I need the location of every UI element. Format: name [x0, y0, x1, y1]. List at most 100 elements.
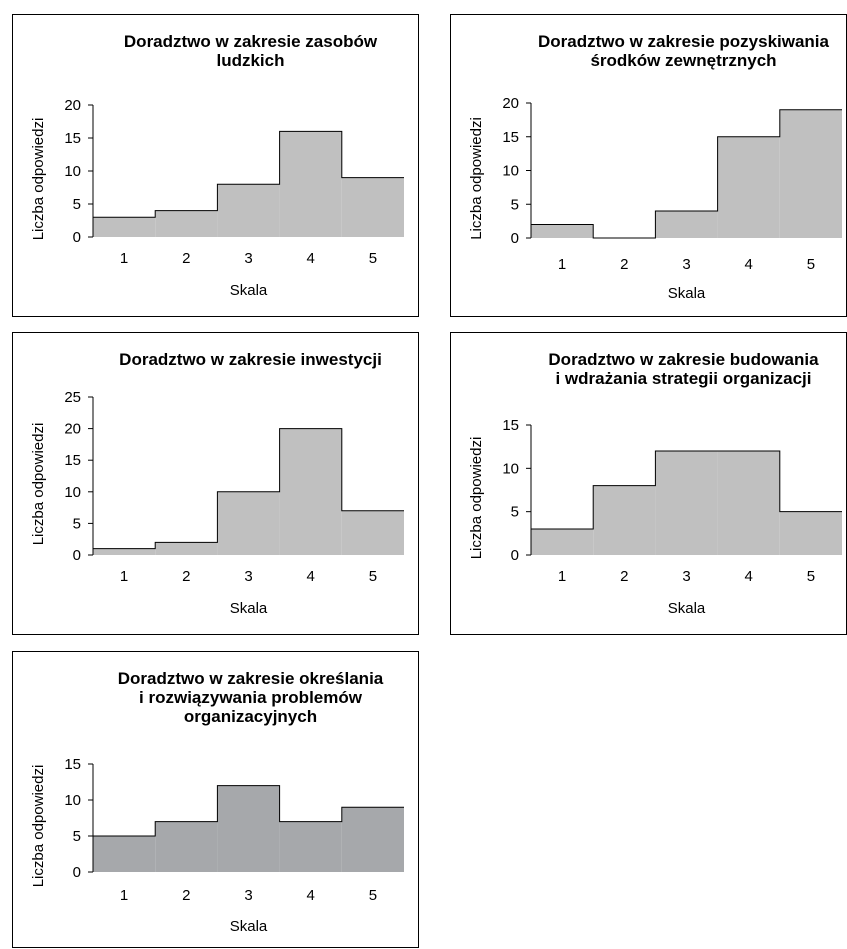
y-tick-label: 15	[502, 129, 519, 146]
y-tick-label: 0	[73, 229, 81, 246]
bar	[93, 836, 156, 872]
chart-panel-strategy: Doradztwo w zakresie budowania i wdrażani…	[450, 332, 847, 635]
chart-title: organizacyjnych	[184, 707, 317, 726]
x-axis-label: Skala	[230, 918, 268, 935]
y-tick-label: 25	[64, 389, 81, 406]
bar-outline	[531, 450, 842, 530]
x-tick-label: 2	[620, 256, 628, 273]
chart-title: Doradztwo w zakresie określania	[118, 669, 384, 688]
x-tick-label: 3	[682, 256, 690, 273]
y-tick-label: 15	[64, 452, 81, 469]
chart-title: ludzkich	[216, 51, 284, 70]
x-tick-label: 4	[745, 256, 753, 273]
x-tick-label: 1	[558, 568, 566, 585]
x-tick-label: 1	[120, 887, 128, 904]
x-tick-label: 1	[558, 256, 566, 273]
x-tick-label: 3	[682, 568, 690, 585]
x-tick-label: 4	[745, 568, 753, 585]
bar-outline	[531, 109, 842, 239]
bar-outline	[93, 130, 404, 218]
y-tick-label: 5	[73, 828, 81, 845]
bar-outline	[93, 785, 404, 837]
chart-panel-human-resources: Doradztwo w zakresie zasobów ludzkich 0 5 10…	[12, 14, 419, 317]
y-tick-label: 5	[511, 196, 519, 213]
chart-title: Doradztwo w zakresie zasobów	[124, 32, 378, 51]
x-tick-label: 3	[244, 568, 252, 585]
bar	[217, 785, 280, 872]
x-tick-label: 4	[307, 887, 315, 904]
bar-outline	[93, 428, 404, 550]
y-tick-label: 10	[64, 163, 81, 180]
x-tick-label: 2	[182, 887, 190, 904]
bar	[655, 451, 718, 555]
y-tick-label: 0	[511, 547, 519, 564]
bar	[717, 136, 780, 238]
x-axis-label: Skala	[230, 282, 268, 299]
y-tick-label: 10	[64, 792, 81, 809]
x-tick-label: 5	[807, 256, 815, 273]
y-tick-label: 5	[73, 515, 81, 532]
chart-panel-external-funds: Doradztwo w zakresie pozyskiwania środków…	[450, 14, 847, 317]
bar	[531, 224, 594, 238]
bar	[93, 548, 156, 555]
bar	[279, 821, 342, 872]
y-tick-label: 20	[64, 97, 81, 114]
y-tick-label: 5	[73, 196, 81, 213]
y-tick-label: 0	[511, 230, 519, 247]
bar	[341, 807, 404, 872]
y-tick-label: 15	[502, 417, 519, 434]
x-axis-label: Skala	[668, 600, 706, 617]
bar	[779, 511, 842, 555]
x-axis-label: Skala	[230, 600, 268, 617]
chart-title: Doradztwo w zakresie pozyskiwania	[538, 32, 830, 51]
chart-title: środków zewnętrznych	[590, 51, 776, 70]
x-tick-label: 1	[120, 568, 128, 585]
y-axis-label: Liczba odpowiedzi	[30, 765, 47, 888]
y-tick-label: 15	[64, 756, 81, 773]
bar	[717, 451, 780, 555]
x-tick-label: 4	[307, 250, 315, 267]
bar	[593, 485, 656, 555]
x-tick-label: 4	[307, 568, 315, 585]
y-tick-label: 0	[73, 864, 81, 881]
y-tick-label: 5	[511, 504, 519, 521]
bar	[341, 177, 404, 237]
bar	[279, 131, 342, 237]
bar	[279, 428, 342, 555]
bar	[93, 217, 156, 237]
y-axis-label: Liczba odpowiedzi	[30, 423, 47, 546]
y-tick-label: 10	[502, 163, 519, 180]
chart-title: Doradztwo w zakresie budowania	[548, 350, 819, 369]
x-tick-label: 3	[244, 250, 252, 267]
chart-svg: Doradztwo w zakresie inwestycji051015202…	[30, 350, 404, 617]
chart-panel-organizational-problems: Doradztwo w zakresie określania i rozwiąz…	[12, 651, 419, 948]
bar	[155, 542, 218, 555]
y-tick-label: 20	[502, 95, 519, 112]
y-axis-label: Liczba odpowiedzi	[468, 437, 485, 560]
x-tick-label: 5	[369, 568, 377, 585]
x-tick-label: 5	[369, 887, 377, 904]
y-tick-label: 10	[502, 460, 519, 477]
y-tick-label: 20	[64, 421, 81, 438]
x-tick-label: 2	[620, 568, 628, 585]
x-tick-label: 1	[120, 250, 128, 267]
bar	[217, 491, 280, 555]
y-tick-label: 0	[73, 547, 81, 564]
bar	[779, 109, 842, 238]
x-tick-label: 3	[244, 887, 252, 904]
x-tick-label: 5	[807, 568, 815, 585]
bar	[155, 821, 218, 872]
bar	[531, 529, 594, 555]
bar	[155, 210, 218, 237]
x-axis-label: Skala	[668, 285, 706, 302]
chart-svg: Doradztwo w zakresie pozyskiwaniaśrodków…	[468, 32, 842, 302]
y-tick-label: 10	[64, 484, 81, 501]
bar	[341, 510, 404, 555]
bar	[217, 184, 280, 237]
chart-panel-investments: Doradztwo w zakresie inwestycji 0 5 10 15 20 2…	[12, 332, 419, 635]
x-tick-label: 2	[182, 568, 190, 585]
x-tick-label: 2	[182, 250, 190, 267]
